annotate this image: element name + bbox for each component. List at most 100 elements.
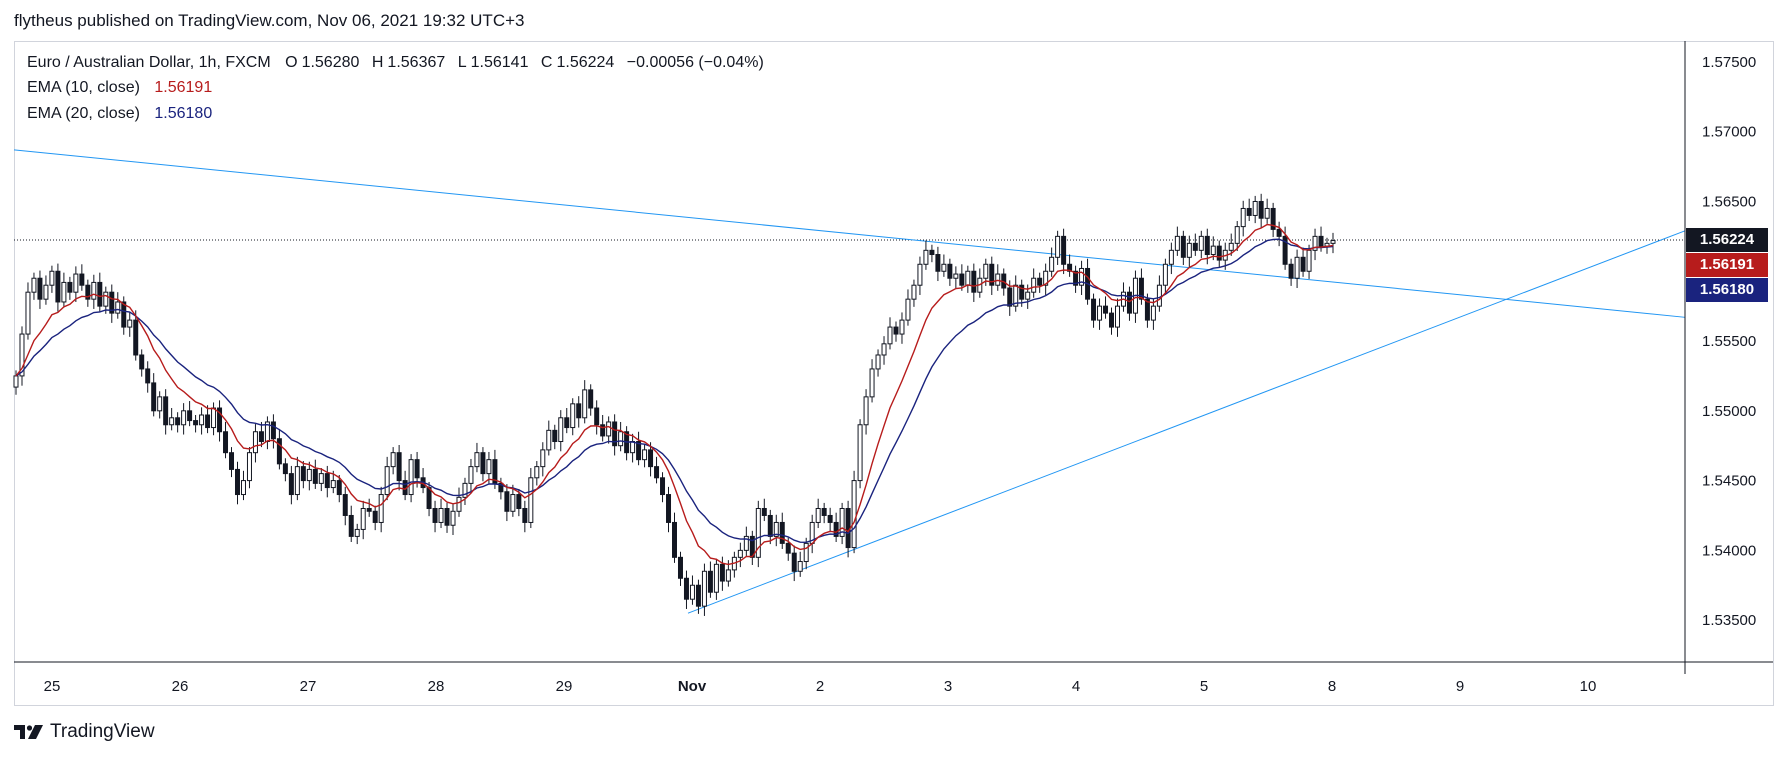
- candle-body: [612, 421, 618, 447]
- candle-body: [719, 563, 725, 582]
- y-tick-label: 1.56500: [1702, 193, 1756, 210]
- candle-body: [145, 368, 151, 384]
- candle-body: [1097, 305, 1103, 321]
- tradingview-logo[interactable]: TradingView: [14, 721, 155, 743]
- low-label: L: [457, 54, 467, 71]
- candle-body: [911, 284, 917, 300]
- ema10-line: [15, 223, 1334, 566]
- x-tick-label: 8: [1328, 678, 1336, 695]
- candle-body: [672, 521, 677, 558]
- symbol-legend: Euro / Australian Dollar, 1h, FXCM O 1.56…: [27, 54, 768, 72]
- candle-body: [1270, 207, 1276, 230]
- candle-body: [223, 431, 229, 454]
- candle-body: [1192, 242, 1198, 251]
- candle-body: [456, 496, 462, 512]
- candle-body: [636, 441, 642, 461]
- candle-body: [701, 570, 707, 607]
- candle-body: [480, 452, 486, 475]
- candle-body: [432, 507, 438, 523]
- candle-body: [372, 510, 378, 523]
- candle-body: [725, 569, 731, 582]
- candle-body: [905, 298, 911, 321]
- candle-body: [983, 263, 989, 279]
- candle-body: [1055, 235, 1061, 258]
- candle-body: [1300, 256, 1306, 272]
- candle-body: [1073, 270, 1079, 286]
- candle-body: [917, 263, 923, 286]
- candle-body: [282, 463, 288, 475]
- candle-body: [689, 584, 695, 600]
- candle-body: [336, 480, 342, 496]
- y-tick-label: 1.54000: [1702, 542, 1756, 559]
- candle-body: [294, 466, 300, 496]
- candle-body: [677, 556, 683, 579]
- candle-body: [887, 326, 893, 345]
- candle-body: [312, 468, 318, 484]
- candle-body: [498, 482, 504, 493]
- candle-body: [1091, 298, 1097, 321]
- candle-body: [1067, 263, 1073, 272]
- candle-body: [450, 510, 456, 526]
- ohlc-low: L 1.56141: [458, 54, 533, 71]
- low-value: 1.56141: [470, 54, 529, 71]
- candle-body: [109, 291, 115, 314]
- candle-body: [193, 420, 199, 426]
- y-tick-label: 1.55000: [1702, 403, 1756, 420]
- candle-body: [1138, 277, 1144, 300]
- candle-body: [540, 449, 546, 468]
- candle-body: [851, 480, 857, 549]
- candle-body: [390, 452, 396, 468]
- ohlc-high: H 1.56367: [372, 54, 449, 71]
- candle-body: [205, 414, 211, 429]
- candle-body: [426, 487, 432, 509]
- candle-body: [240, 480, 246, 496]
- x-tick-label: 10: [1580, 678, 1597, 695]
- x-tick-label: 28: [428, 678, 445, 695]
- candle-body: [1109, 312, 1115, 328]
- candle-body: [791, 552, 797, 572]
- candle-body: [875, 354, 881, 370]
- candle-body: [959, 273, 965, 286]
- candle-body: [1204, 235, 1210, 256]
- candle-body: [229, 452, 235, 470]
- ema20-line: [15, 238, 1334, 544]
- candle-body: [546, 429, 552, 451]
- ema20-value: 1.56180: [154, 105, 213, 122]
- candle-body: [1312, 235, 1318, 251]
- candle-body: [157, 396, 163, 412]
- x-tick-label: 26: [172, 678, 189, 695]
- candle-body: [1168, 249, 1174, 265]
- candle-body: [773, 521, 779, 537]
- candle-body: [845, 507, 851, 549]
- candle-body: [648, 449, 654, 468]
- candle-body: [49, 270, 55, 286]
- candle-body: [1114, 305, 1120, 328]
- candle-body: [25, 291, 31, 335]
- candle-body: [1162, 263, 1168, 286]
- ema20-legend[interactable]: EMA (20, close) 1.56180: [27, 105, 216, 123]
- ema10-legend[interactable]: EMA (10, close) 1.56191: [27, 79, 216, 97]
- candle-body: [516, 494, 522, 509]
- high-value: 1.56367: [387, 54, 446, 71]
- x-tick-label: Nov: [678, 678, 707, 695]
- candle-body: [576, 403, 582, 419]
- candle-body: [827, 514, 833, 523]
- candle-body: [642, 449, 648, 461]
- candle-body: [151, 382, 157, 412]
- candle-body: [767, 514, 773, 537]
- candle-body: [414, 459, 420, 479]
- candle-body: [43, 284, 49, 300]
- candle-body: [234, 468, 240, 496]
- candle-body: [121, 301, 127, 328]
- candle-body: [91, 281, 97, 300]
- publisher-line: flytheus published on TradingView.com, N…: [14, 11, 525, 30]
- candle-body: [923, 249, 929, 265]
- close-value: 1.56224: [556, 54, 615, 71]
- candle-body: [1198, 235, 1204, 251]
- candle-body: [1234, 226, 1240, 244]
- candle-body: [552, 429, 558, 443]
- y-tick-label: 1.54500: [1702, 473, 1756, 490]
- candle-body: [1240, 207, 1246, 228]
- candle-body: [258, 431, 264, 443]
